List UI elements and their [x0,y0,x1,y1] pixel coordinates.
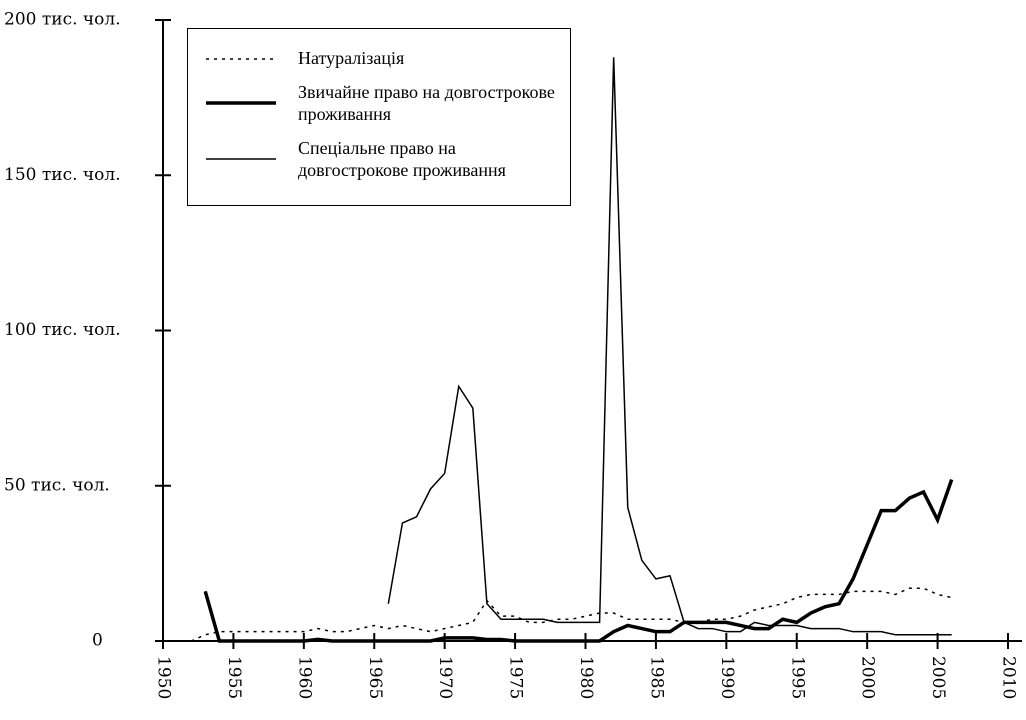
y-tick-label: 150 тис. чол. [4,165,121,185]
y-tick-label: 50 тис. чол. [4,475,110,495]
line-series [190,587,952,642]
x-tick-label: 1995 [787,656,807,699]
x-tick-label: 1970 [435,656,455,699]
legend-swatch [206,101,276,105]
x-tick-label: 1975 [506,656,526,699]
legend-swatch [206,158,276,160]
line-series [203,478,954,643]
x-tick-label: 2000 [858,656,878,699]
y-tick-label: 100 тис. чол. [4,320,121,340]
x-tick-label: 1955 [224,656,244,699]
y-tick-label: 0 [92,631,103,651]
x-tick-label: 1950 [154,656,174,699]
line-series [387,57,952,636]
x-tick-label: 1960 [294,656,314,699]
legend-swatch [206,58,276,60]
x-tick-label: 1965 [365,656,385,699]
x-tick-label: 1985 [646,656,666,699]
legend-label: Натуралізація [298,48,405,68]
x-tick-label: 1990 [717,656,737,699]
legend-label: Звичайне право на довгострокове проживан… [298,82,555,124]
legend: Натуралізація Звичайне право на довгостро… [187,28,571,206]
x-tick-label: 2010 [999,656,1019,699]
y-tick-label: 200 тис. чол. [4,10,121,30]
legend-label: Спеціальне право на довгострокове прожив… [298,138,506,180]
x-tick-label: 2005 [928,656,948,699]
x-tick-label: 1980 [576,656,596,699]
